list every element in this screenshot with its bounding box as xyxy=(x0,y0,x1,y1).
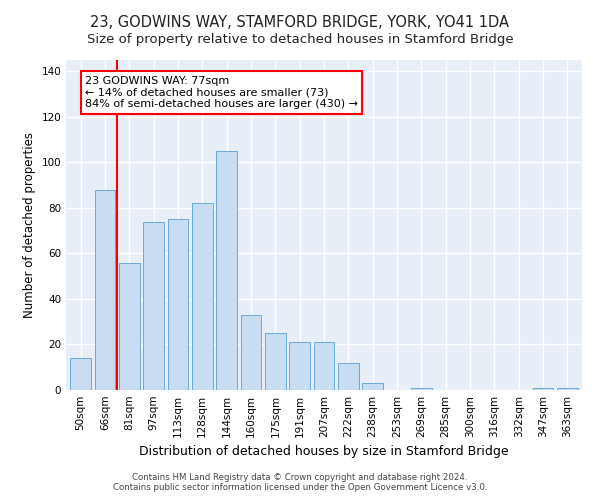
Bar xyxy=(143,222,164,390)
Bar xyxy=(362,383,383,390)
Bar xyxy=(241,315,262,390)
Bar xyxy=(167,220,188,390)
Bar xyxy=(533,388,553,390)
Bar xyxy=(338,362,359,390)
Text: 23 GODWINS WAY: 77sqm
← 14% of detached houses are smaller (73)
84% of semi-deta: 23 GODWINS WAY: 77sqm ← 14% of detached … xyxy=(85,76,358,109)
Bar xyxy=(216,151,237,390)
Bar xyxy=(557,388,578,390)
Bar xyxy=(70,358,91,390)
Text: 23, GODWINS WAY, STAMFORD BRIDGE, YORK, YO41 1DA: 23, GODWINS WAY, STAMFORD BRIDGE, YORK, … xyxy=(91,15,509,30)
Y-axis label: Number of detached properties: Number of detached properties xyxy=(23,132,36,318)
Text: Size of property relative to detached houses in Stamford Bridge: Size of property relative to detached ho… xyxy=(86,32,514,46)
Bar xyxy=(119,262,140,390)
Bar xyxy=(265,333,286,390)
Bar xyxy=(314,342,334,390)
Bar xyxy=(95,190,115,390)
Bar xyxy=(289,342,310,390)
X-axis label: Distribution of detached houses by size in Stamford Bridge: Distribution of detached houses by size … xyxy=(139,446,509,458)
Bar xyxy=(192,204,212,390)
Text: Contains HM Land Registry data © Crown copyright and database right 2024.
Contai: Contains HM Land Registry data © Crown c… xyxy=(113,473,487,492)
Bar xyxy=(411,388,432,390)
